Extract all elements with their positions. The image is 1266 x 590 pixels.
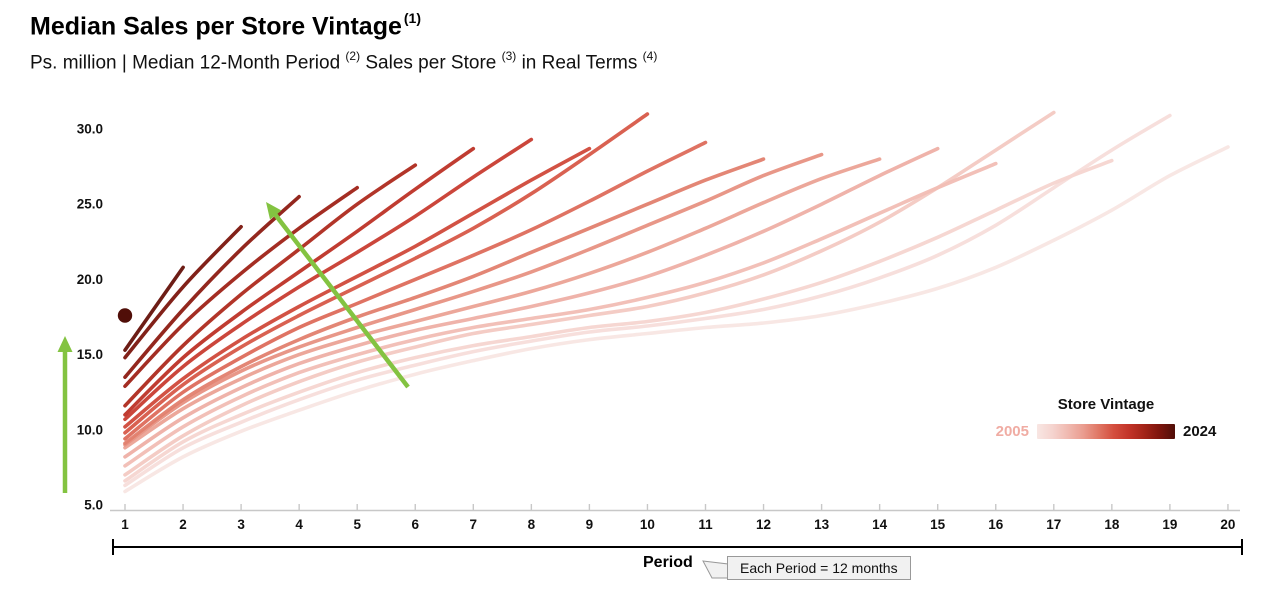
- growth-arrow-diagonal-head: [266, 202, 282, 220]
- vintage-2023-line: [123, 265, 185, 352]
- x-tick-label: 5: [353, 517, 361, 532]
- period-definition-text: Each Period = 12 months: [740, 560, 898, 576]
- subtitle-segment: Ps. million | Median 12-Month Period: [30, 52, 346, 74]
- x-tick-label: 15: [930, 517, 946, 532]
- x-tick-label: 9: [586, 517, 594, 532]
- x-tick-label: 4: [295, 517, 303, 532]
- x-tick-label: 16: [988, 517, 1004, 532]
- x-tick-label: 20: [1220, 517, 1235, 532]
- x-tick-label: 12: [756, 517, 771, 532]
- subtitle-footnote-marker: (4): [642, 49, 658, 64]
- x-tick-label: 13: [814, 517, 830, 532]
- legend-title: Store Vintage: [1057, 396, 1155, 413]
- subtitle-footnote-marker: (3): [501, 49, 517, 64]
- y-tick-label: 10.0: [77, 422, 103, 437]
- x-tick-label: 1: [121, 517, 129, 532]
- y-tick-label: 15.0: [77, 347, 103, 362]
- vintage-2006-line: [123, 113, 1172, 488]
- vintage-2018-line: [123, 146, 476, 417]
- x-tick-label: 2: [179, 517, 187, 532]
- growth-arrow-diagonal: [272, 211, 410, 389]
- vintage-2017-line: [123, 137, 534, 422]
- callout-tail: [702, 560, 729, 579]
- y-tick-label: 25.0: [77, 197, 103, 212]
- vintage-2019-line: [123, 163, 418, 408]
- subtitle-segment: in Real Terms: [516, 52, 643, 74]
- vintage-2008-line: [123, 110, 1056, 477]
- period-definition-callout: Each Period = 12 months: [727, 556, 911, 580]
- x-tick-label: 7: [470, 517, 478, 532]
- subtitle-footnote-marker: (2): [345, 49, 361, 64]
- vintage-2010-line: [123, 146, 940, 459]
- vintage-2022-line: [123, 225, 243, 360]
- vintage-2012-line: [123, 152, 824, 447]
- x-tick-label: 14: [872, 517, 888, 532]
- vintage-2015-line: [123, 112, 650, 435]
- x-tick-label: 19: [1162, 517, 1177, 532]
- page-title: Median Sales per Store Vintage (1): [30, 10, 657, 41]
- legend-max-label: 2024: [1183, 423, 1217, 440]
- x-axis-title: Period: [643, 554, 693, 571]
- vintage-2014-line: [123, 140, 708, 441]
- chart-header: Median Sales per Store Vintage (1) Ps. mi…: [30, 10, 658, 75]
- y-tick-label: 20.0: [77, 272, 103, 287]
- x-tick-label: 6: [411, 517, 419, 532]
- x-tick-label: 17: [1046, 517, 1061, 532]
- y-tick-label: 30.0: [77, 122, 103, 137]
- growth-arrow-vertical-head: [57, 336, 73, 352]
- x-tick-label: 11: [698, 517, 713, 532]
- x-tick-label: 3: [237, 517, 245, 532]
- vintage-2005-line: [123, 145, 1230, 494]
- x-tick-label: 18: [1104, 517, 1120, 532]
- color-legend: Store Vintage 2005 2024: [990, 396, 1222, 440]
- legend-gradient-row: 2005 2024: [990, 423, 1222, 440]
- y-tick-label: 5.0: [84, 498, 103, 513]
- page-title-text: Median Sales per Store Vintage: [30, 12, 402, 41]
- vintage-2016-line: [123, 146, 592, 429]
- title-footnote-marker: (1): [403, 10, 422, 26]
- vintage-2007-line: [123, 158, 1114, 483]
- vintage-2024-point: [117, 308, 133, 323]
- x-tick-label: 10: [640, 517, 655, 532]
- vintage-2009-line: [123, 161, 998, 468]
- legend-min-label: 2005: [995, 423, 1029, 440]
- subtitle-segment: Sales per Store: [360, 52, 502, 74]
- vintage-2011-line: [123, 157, 882, 450]
- chart-subtitle: Ps. million | Median 12-Month Period (2)…: [30, 49, 658, 74]
- vintage-2021-line: [123, 194, 301, 379]
- legend-gradient-bar: [1037, 424, 1175, 439]
- vintage-2020-line: [123, 185, 359, 388]
- x-tick-label: 8: [528, 517, 536, 532]
- vintage-2013-line: [123, 157, 766, 446]
